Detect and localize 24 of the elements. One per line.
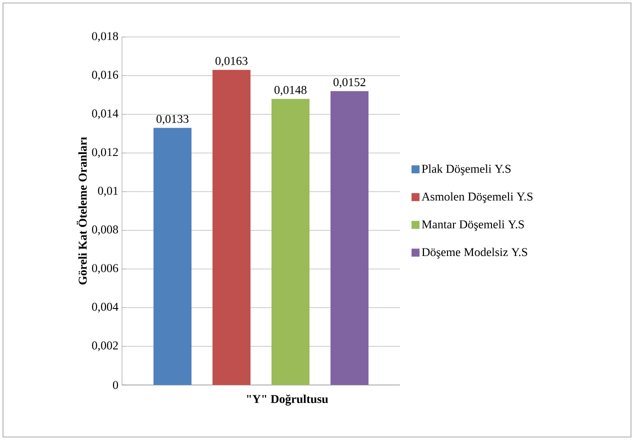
- y-tick-label: 0,014: [92, 109, 118, 120]
- y-axis-title: Göreli Kat Öteleme Oranları: [76, 137, 87, 284]
- data-label: 0,0148: [274, 86, 306, 96]
- y-tick-label: 0,002: [92, 341, 118, 352]
- y-tick-label: 0,008: [92, 225, 118, 236]
- y-tick-label: 0,01: [98, 186, 118, 197]
- y-tick-label: 0,016: [92, 70, 118, 81]
- legend-label: Döşeme Modelsiz Y.S: [422, 248, 528, 259]
- data-label: 0,0133: [156, 114, 188, 125]
- data-label: 0,0163: [216, 56, 248, 67]
- bar: [330, 91, 369, 385]
- legend-label: Asmolen Döşemeli Y.S: [422, 192, 532, 204]
- y-tick-label: 0,018: [92, 32, 118, 42]
- y-tick-label: 0,012: [92, 148, 118, 158]
- y-tick-label: 0,006: [92, 264, 118, 274]
- y-tick-label: 0: [112, 380, 118, 390]
- bar: [154, 128, 192, 385]
- legend-label: Plak Döşemeli Y.S: [422, 164, 511, 176]
- data-label: 0,0152: [334, 78, 366, 88]
- y-tick-label: 0,004: [92, 302, 118, 313]
- bar: [212, 70, 251, 385]
- x-axis-title: "Y" Doğrultusu: [246, 394, 328, 406]
- bar: [272, 98, 310, 385]
- legend-label: Mantar Döşemeli Y.S: [422, 220, 524, 231]
